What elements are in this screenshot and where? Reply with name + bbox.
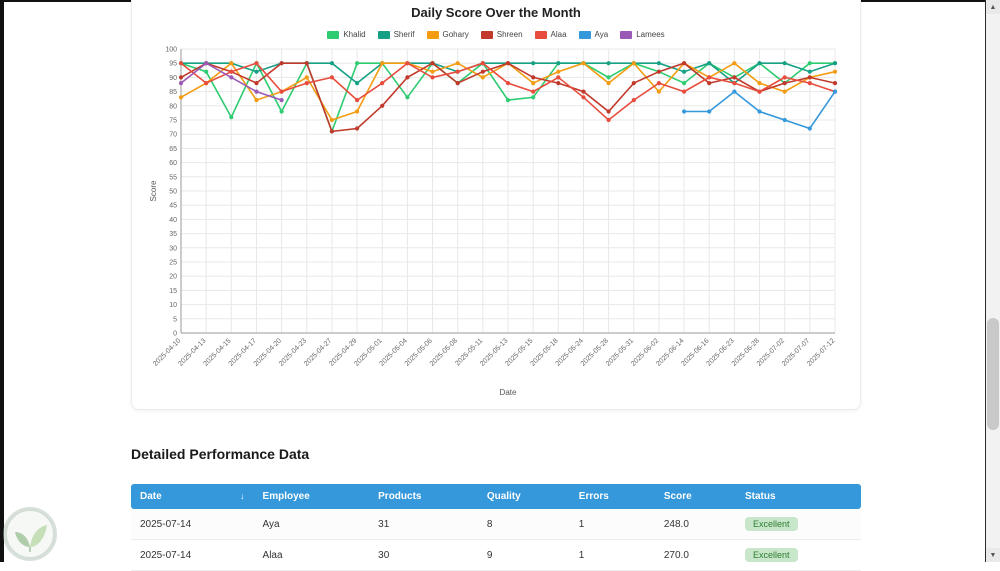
- header-products[interactable]: Products: [369, 484, 478, 509]
- legend-swatch: [620, 30, 633, 39]
- legend-label: Khalid: [343, 30, 366, 39]
- legend-item-shreen[interactable]: Shreen: [480, 30, 523, 39]
- svg-text:5: 5: [173, 316, 177, 323]
- legend-label: Alaa: [550, 30, 567, 39]
- cell-errors: 1: [569, 539, 655, 571]
- svg-text:45: 45: [169, 203, 177, 210]
- header-score[interactable]: Score: [654, 484, 736, 509]
- svg-text:0: 0: [173, 331, 177, 338]
- cell-products: 31: [369, 509, 478, 540]
- table-header-row: Date ↓ Employee Products Quality Errors …: [131, 484, 861, 509]
- page-content: Daily Score Over the Month Khalid Sherif G…: [131, 0, 861, 571]
- plant-logo-watermark: [2, 506, 58, 562]
- legend-swatch: [578, 30, 591, 39]
- svg-text:30: 30: [169, 245, 177, 252]
- svg-text:85: 85: [169, 89, 177, 96]
- chart-card: Daily Score Over the Month Khalid Sherif G…: [131, 0, 861, 410]
- legend-item-lamees[interactable]: Lamees: [620, 30, 665, 39]
- scroll-up-arrow-icon[interactable]: ▲: [986, 0, 1000, 14]
- legend-item-alaa[interactable]: Alaa: [534, 30, 567, 39]
- legend-item-khalid[interactable]: Khalid: [327, 30, 366, 39]
- header-status[interactable]: Status: [736, 484, 861, 509]
- svg-text:50: 50: [169, 189, 177, 196]
- cell-errors: 1: [569, 509, 655, 540]
- svg-text:65: 65: [169, 146, 177, 153]
- svg-text:Date: Date: [500, 388, 517, 397]
- legend-swatch: [426, 30, 439, 39]
- legend-label: Shreen: [496, 30, 523, 39]
- svg-text:60: 60: [169, 160, 177, 167]
- cell-status: Excellent: [736, 539, 861, 571]
- svg-text:Score: Score: [149, 180, 158, 201]
- cell-date: 2025-07-14: [131, 539, 254, 571]
- performance-table: Date ↓ Employee Products Quality Errors …: [131, 484, 861, 571]
- cell-quality: 9: [477, 539, 570, 571]
- screen-left-edge: [0, 0, 4, 562]
- svg-text:55: 55: [169, 174, 177, 181]
- svg-text:75: 75: [169, 118, 177, 125]
- legend-label: Lamees: [636, 30, 665, 39]
- chart-title: Daily Score Over the Month: [411, 5, 581, 20]
- section-heading: Detailed Performance Data: [131, 446, 310, 462]
- table-row: 2025-07-14 Aya 31 8 1 248.0 Excellent: [131, 509, 861, 540]
- header-date-label: Date: [140, 491, 162, 502]
- svg-text:35: 35: [169, 231, 177, 238]
- table-row: 2025-07-14 Alaa 30 9 1 270.0 Excellent: [131, 539, 861, 571]
- legend-label: Aya: [594, 30, 609, 39]
- header-employee[interactable]: Employee: [253, 484, 370, 509]
- svg-text:10: 10: [169, 302, 177, 309]
- cell-employee: Aya: [253, 509, 370, 540]
- cell-date: 2025-07-14: [131, 509, 254, 540]
- legend-item-sherif[interactable]: Sherif: [377, 30, 415, 39]
- header-date[interactable]: Date ↓: [131, 484, 254, 509]
- header-errors[interactable]: Errors: [569, 484, 655, 509]
- svg-text:100: 100: [165, 47, 177, 54]
- svg-text:95: 95: [169, 61, 177, 68]
- legend-label: Sherif: [393, 30, 415, 39]
- cell-employee: Alaa: [253, 539, 370, 571]
- sort-descending-icon[interactable]: ↓: [240, 491, 245, 501]
- daily-score-line-chart[interactable]: 0 5 10 15 20 25 30 35 40 45 50 55 60 65 70 75 80 85 90 95 10…: [147, 43, 845, 403]
- scroll-down-arrow-icon[interactable]: ▼: [986, 548, 1000, 562]
- svg-text:25: 25: [169, 260, 177, 267]
- legend-swatch: [480, 30, 493, 39]
- cell-quality: 8: [477, 509, 570, 540]
- svg-text:80: 80: [169, 103, 177, 110]
- leaf-logo-icon: [3, 507, 57, 561]
- cell-score: 248.0: [654, 509, 736, 540]
- legend-swatch: [534, 30, 547, 39]
- scrollbar-thumb[interactable]: [987, 318, 999, 430]
- chart-legend: Khalid Sherif Gohary Shreen Alaa Aya Lamees: [147, 30, 845, 39]
- legend-item-aya[interactable]: Aya: [578, 30, 609, 39]
- status-badge: Excellent: [745, 548, 798, 562]
- cell-status: Excellent: [736, 509, 861, 540]
- vertical-scrollbar[interactable]: ▲ ▼: [985, 0, 1000, 562]
- header-quality[interactable]: Quality: [477, 484, 570, 509]
- legend-item-gohary[interactable]: Gohary: [426, 30, 469, 39]
- status-badge: Excellent: [745, 517, 798, 531]
- cell-score: 270.0: [654, 539, 736, 571]
- svg-text:90: 90: [169, 75, 177, 82]
- svg-text:40: 40: [169, 217, 177, 224]
- cell-products: 30: [369, 539, 478, 571]
- svg-text:15: 15: [169, 288, 177, 295]
- svg-text:20: 20: [169, 274, 177, 281]
- legend-swatch: [327, 30, 340, 39]
- legend-label: Gohary: [442, 30, 469, 39]
- legend-swatch: [377, 30, 390, 39]
- svg-text:70: 70: [169, 132, 177, 139]
